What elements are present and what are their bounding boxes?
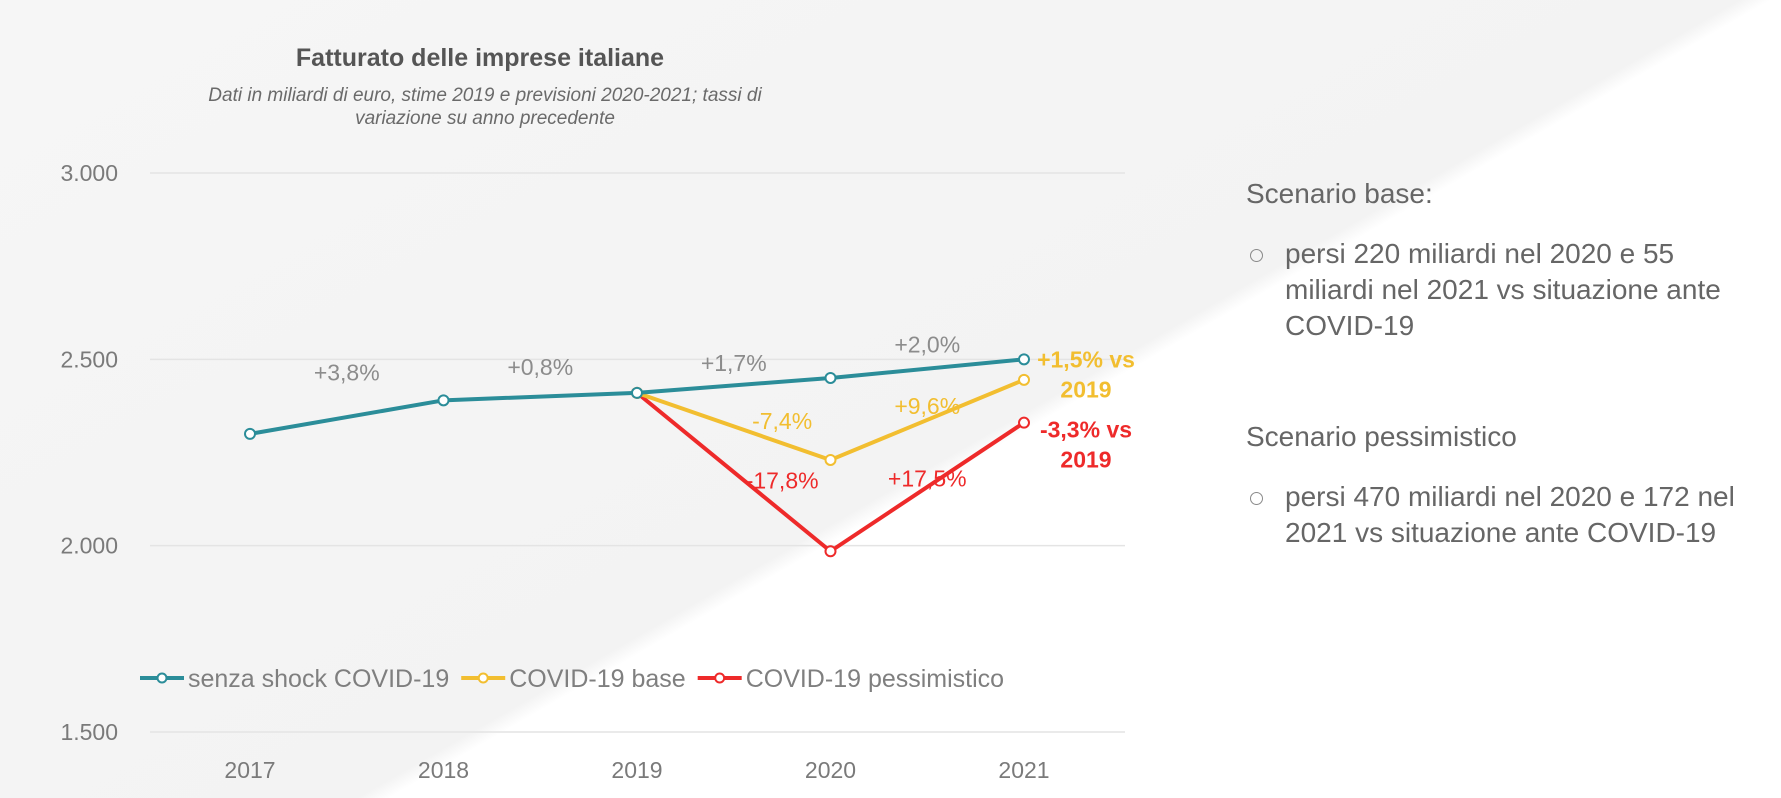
scenario-base-text: persi 220 miliardi nel 2020 e 55 miliard… [1285,238,1721,341]
data-point [1018,416,1030,429]
legend-marker [714,672,726,684]
x-tick-label: 2019 [611,757,662,783]
scenario-pessimistic-bullet: persi 470 miliardi nel 2020 e 172 nel 20… [1246,479,1766,551]
data-point [824,545,837,558]
growth-label: +2,0% [894,331,960,357]
y-tick-label: 2.500 [60,346,118,372]
chart-subtitle-line-2: variazione su anno precedente [355,108,615,129]
end-label: +1,5% vs [1037,347,1135,373]
data-point [824,453,837,466]
scenario-base-heading: Scenario base: [1246,178,1433,209]
scenario-base-bullet: persi 220 miliardi nel 2020 e 55 miliard… [1246,236,1766,344]
legend-label: senza shock COVID-19 [188,665,449,693]
scenario-pessimistic-text: persi 470 miliardi nel 2020 e 172 nel 20… [1285,481,1735,548]
growth-label: +0,8% [507,354,573,380]
legend-marker [156,672,168,684]
y-tick-label: 2.000 [60,533,118,559]
growth-label: +17,5% [888,466,967,492]
series-line [636,377,1025,462]
end-label: 2019 [1060,447,1111,473]
growth-label: -17,8% [746,467,819,493]
data-point [1018,373,1030,386]
growth-label: -7,4% [752,408,812,434]
data-point [631,386,643,399]
x-tick-label: 2017 [224,757,275,783]
chart-subtitle: Dati in miliardi di euro, stime 2019 e p… [150,84,820,130]
legend-label: COVID-19 base [509,665,685,693]
growth-label: +1,7% [701,350,767,376]
y-tick-label: 1.500 [60,719,118,745]
data-point [437,394,450,407]
x-tick-label: 2021 [998,757,1049,783]
scenario-pessimistic-heading: Scenario pessimistico [1246,421,1517,452]
data-point [824,371,837,384]
end-label: -3,3% vs [1040,417,1132,443]
bullet-circle-icon [1250,492,1263,505]
data-point [1018,353,1030,366]
growth-label: +9,6% [894,393,960,419]
data-point [244,427,256,440]
end-label: 2019 [1060,377,1111,403]
legend-marker [477,672,489,684]
x-tick-label: 2018 [418,757,469,783]
chart-subtitle-line-1: Dati in miliardi di euro, stime 2019 e p… [208,85,762,106]
growth-label: +3,8% [314,359,380,385]
legend-label: COVID-19 pessimistico [746,665,1004,693]
chart-title: Fatturato delle imprese italiane [295,44,665,72]
x-tick-label: 2020 [805,757,856,783]
y-tick-label: 3.000 [60,160,118,186]
bullet-circle-icon [1250,249,1263,262]
